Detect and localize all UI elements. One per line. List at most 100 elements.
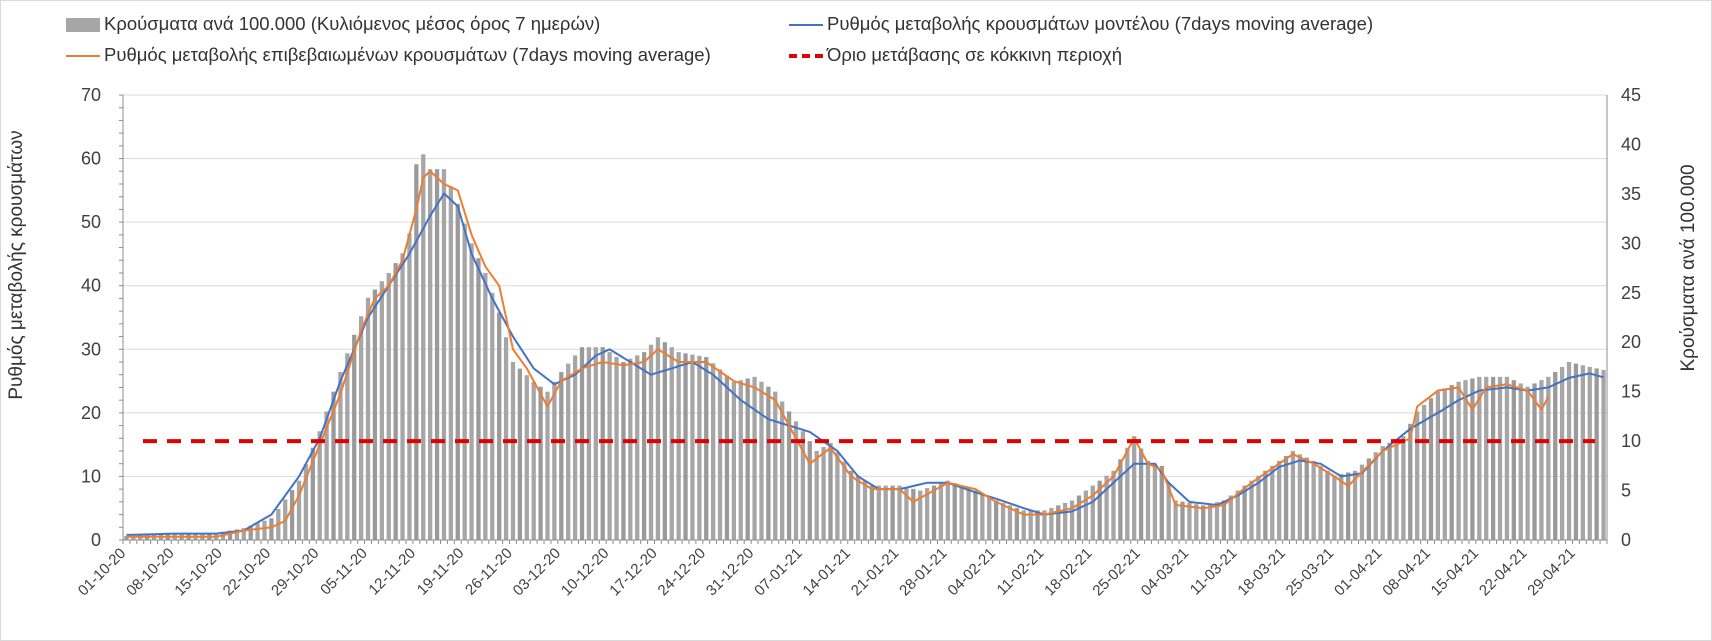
- bar: [1387, 442, 1392, 540]
- bar: [1497, 376, 1503, 540]
- bar: [1546, 376, 1551, 540]
- legend-item-cases-per-100k: Κρούσματα ανά 100.000 (Κυλιόμενος μέσος …: [66, 13, 600, 35]
- bar: [255, 523, 260, 540]
- bar: [545, 391, 550, 540]
- bar: [1594, 368, 1599, 540]
- bar: [1132, 436, 1137, 540]
- bar: [883, 485, 888, 540]
- x-tick-label: 25-02-21: [1089, 545, 1143, 599]
- bar: [994, 500, 999, 540]
- bar: [372, 289, 378, 540]
- bar: [1490, 376, 1496, 540]
- bar: [317, 431, 322, 540]
- bar: [1235, 490, 1240, 540]
- bar: [766, 386, 771, 540]
- bar: [386, 273, 391, 540]
- bar: [1421, 404, 1427, 540]
- model-rate-line: [126, 192, 1604, 536]
- bar: [1173, 500, 1178, 540]
- bar: [510, 362, 516, 540]
- bar: [1394, 439, 1399, 540]
- bar: [441, 169, 447, 540]
- bar: [1566, 362, 1572, 540]
- bar: [987, 497, 992, 540]
- bar: [1180, 501, 1185, 540]
- x-tick-label: 03-12-20: [510, 545, 564, 599]
- confirmed-rate-line: [126, 170, 1550, 538]
- bar: [1559, 366, 1565, 540]
- bar: [1435, 391, 1441, 540]
- bar: [676, 352, 681, 540]
- bar: [503, 337, 509, 540]
- x-tick-label: 11-03-21: [1187, 545, 1241, 599]
- x-tick-label: 12-11-20: [365, 545, 419, 599]
- bar: [724, 375, 730, 540]
- right-tick-label: 0: [1621, 530, 1631, 550]
- bar: [607, 352, 612, 540]
- x-tick-label: 29-04-21: [1524, 545, 1578, 599]
- x-tick-label: 08-10-20: [123, 545, 177, 599]
- bar: [1428, 398, 1434, 540]
- bar: [517, 368, 523, 540]
- bar: [1484, 376, 1489, 540]
- bar: [303, 464, 309, 540]
- bar: [1346, 472, 1351, 540]
- legend-swatch-orange-line: [66, 55, 100, 58]
- bar: [966, 488, 971, 540]
- bar: [1276, 460, 1282, 540]
- bar: [248, 525, 253, 540]
- x-tick-label: 19-11-20: [414, 545, 468, 599]
- bar: [835, 452, 840, 540]
- legend-label: Όριο μετάβασης σε κόκκινη περιοχή: [827, 44, 1122, 65]
- bar: [469, 243, 474, 541]
- bar: [918, 490, 923, 540]
- left-tick-label: 10: [81, 466, 101, 486]
- bar: [614, 357, 619, 540]
- bar: [1125, 447, 1130, 540]
- x-tick-label: 18-03-21: [1234, 545, 1288, 599]
- bar: [1242, 485, 1247, 540]
- bar: [345, 353, 350, 540]
- bar: [711, 363, 716, 540]
- bar: [524, 375, 529, 540]
- bar: [1283, 455, 1289, 540]
- bar: [662, 342, 667, 540]
- bar: [1325, 470, 1330, 540]
- x-tick-label: 07-01-21: [751, 545, 805, 599]
- bar: [911, 488, 916, 540]
- bar: [1201, 505, 1206, 540]
- bar: [849, 470, 854, 540]
- bar: [1332, 475, 1337, 540]
- x-tick-label: 22-10-20: [220, 545, 274, 599]
- bar: [1249, 480, 1254, 540]
- bar: [421, 154, 426, 541]
- bar: [497, 312, 502, 540]
- x-tick-label: 28-01-21: [896, 545, 950, 599]
- bar: [324, 411, 329, 540]
- bar: [455, 203, 460, 540]
- left-tick-label: 40: [81, 276, 101, 296]
- bar: [690, 354, 695, 540]
- bar: [124, 536, 129, 540]
- x-tick-label: 29-10-20: [268, 545, 322, 599]
- bar: [593, 347, 598, 540]
- bar: [938, 483, 944, 540]
- bar: [310, 447, 315, 540]
- bar: [855, 475, 861, 540]
- bar: [1228, 495, 1233, 540]
- bar: [890, 485, 895, 540]
- bar: [1518, 383, 1523, 540]
- bar: [1049, 507, 1054, 540]
- bar: [931, 485, 937, 540]
- bar: [738, 380, 743, 540]
- right-tick-label: 5: [1621, 481, 1631, 501]
- bar: [759, 381, 764, 540]
- left-tick-label: 20: [81, 403, 101, 423]
- bar: [559, 371, 564, 540]
- x-tick-label: 31-12-20: [703, 545, 757, 599]
- bar: [1297, 454, 1302, 540]
- bar: [1063, 502, 1068, 540]
- bar: [483, 273, 488, 540]
- bar: [1076, 495, 1082, 540]
- bar: [752, 376, 757, 540]
